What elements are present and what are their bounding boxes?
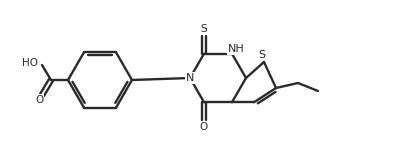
Text: S: S xyxy=(259,50,266,60)
Text: O: O xyxy=(200,122,208,132)
Text: N: N xyxy=(186,73,194,83)
Text: S: S xyxy=(201,24,208,34)
Text: NH: NH xyxy=(228,44,244,54)
Text: O: O xyxy=(35,95,43,105)
Text: HO: HO xyxy=(22,58,38,68)
